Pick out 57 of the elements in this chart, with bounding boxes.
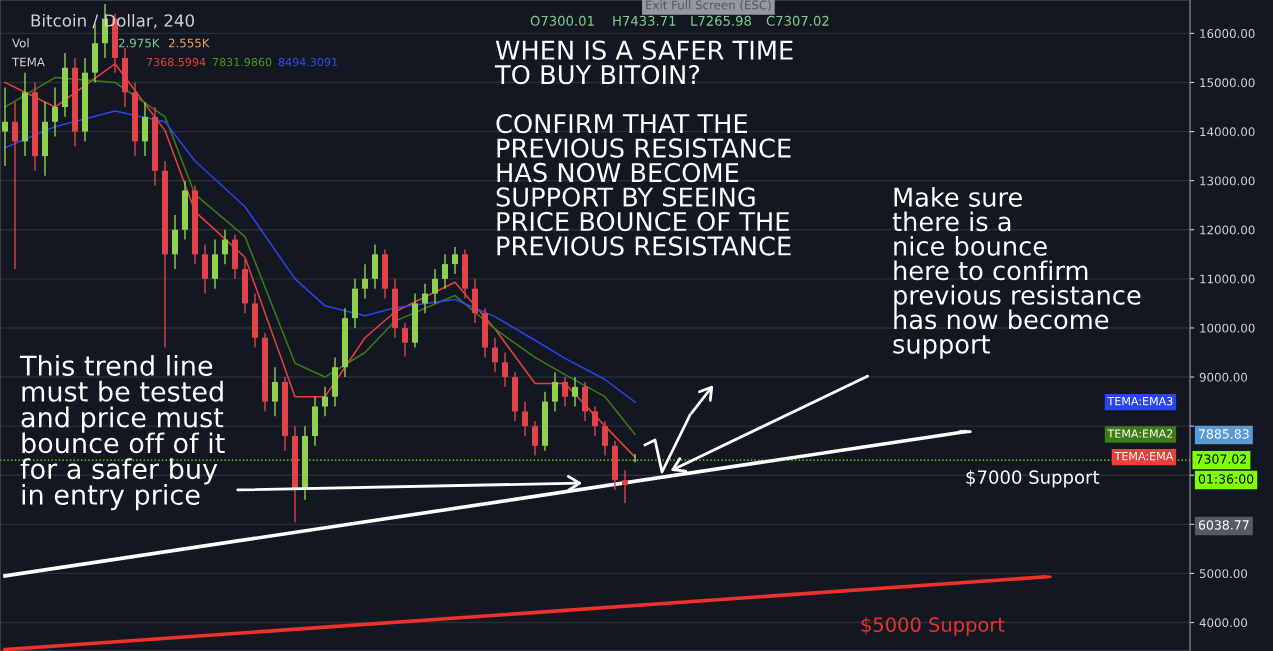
ref-line-label: 7307.02 xyxy=(1196,454,1246,464)
y-tick-label: 12000.00 xyxy=(1200,225,1255,235)
candlestick xyxy=(2,86,8,167)
candlestick xyxy=(432,268,438,305)
annotation: Exit Full Screen (ESC) xyxy=(646,0,771,11)
candlestick xyxy=(322,386,328,418)
candlestick xyxy=(362,263,368,300)
y-tick-label: 11000.00 xyxy=(1200,274,1255,284)
y-tick-label: 9000.00 xyxy=(1199,372,1248,382)
y-tick-label: 14000.00 xyxy=(1200,127,1255,137)
candlestick xyxy=(492,337,498,373)
candlestick xyxy=(602,420,608,457)
candlestick xyxy=(402,322,408,358)
text: 6038.77 xyxy=(1198,520,1249,530)
annotation: Make sure there is a nice bounce here to confirm previous resistance has now become support xyxy=(892,187,1141,359)
annotation: 7831.9860 xyxy=(212,57,272,67)
annotation: This trend line must be tested and price must bounce off of it for a safer buy in entry price xyxy=(19,355,225,511)
candlestick xyxy=(502,351,508,388)
candlestick xyxy=(272,366,278,418)
y-tick-label: 10000.00 xyxy=(1200,323,1255,333)
annotation: L7265.98 xyxy=(691,15,752,26)
text: TEMA:EMA3 xyxy=(1107,396,1173,406)
annotation: C7307.02 xyxy=(766,15,829,26)
candlestick xyxy=(422,283,428,314)
annotation: 2.555K xyxy=(168,38,210,48)
text: 7885.83 xyxy=(1199,429,1249,439)
candlestick xyxy=(552,371,558,413)
candlestick xyxy=(52,86,58,138)
y-tick-label: 4000.00 xyxy=(1199,618,1248,628)
annotation: O7300.01 xyxy=(530,15,594,26)
annotation: $7000 Support xyxy=(966,470,1100,488)
annotation: $5000 Support xyxy=(861,617,1005,636)
y-tick-label: 5000.00 xyxy=(1199,569,1248,579)
candlestick xyxy=(452,246,458,275)
y-tick-label: 13000.00 xyxy=(1200,176,1255,186)
candlestick xyxy=(632,453,638,463)
annotation: 2.975K xyxy=(118,38,160,48)
candlestick xyxy=(532,420,538,457)
text: TEMA:EMA xyxy=(1114,452,1174,461)
annotation: WHEN IS A SAFER TIME TO BUY BITOIN? CONFIRM THAT THE PREVIOUS RESISTANCE HAS NOW BECOME SUPPORT BY SEEING PRICE BOUNCE OF THE PREVIOUS RESISTANCE xyxy=(494,40,793,256)
annotation: H7433.71 xyxy=(613,15,676,26)
candlestick xyxy=(522,400,528,437)
candlestick xyxy=(12,101,18,270)
annotation: 8494.3091 xyxy=(278,57,338,67)
candlestick xyxy=(622,469,628,504)
annotation: TEMA xyxy=(11,57,45,67)
candlestick xyxy=(222,229,228,265)
candlestick xyxy=(592,405,598,437)
annotation: Vol xyxy=(12,38,29,48)
text: 01:36:00 xyxy=(1198,474,1254,484)
annotation: 7368.5994 xyxy=(146,57,206,67)
y-tick-label: 15000.00 xyxy=(1200,78,1255,88)
candlestick xyxy=(562,376,568,408)
text: TEMA:EMA2 xyxy=(1107,429,1173,438)
y-tick-label: 16000.00 xyxy=(1200,29,1255,39)
candlestick xyxy=(442,253,448,290)
candlestick xyxy=(572,376,578,408)
